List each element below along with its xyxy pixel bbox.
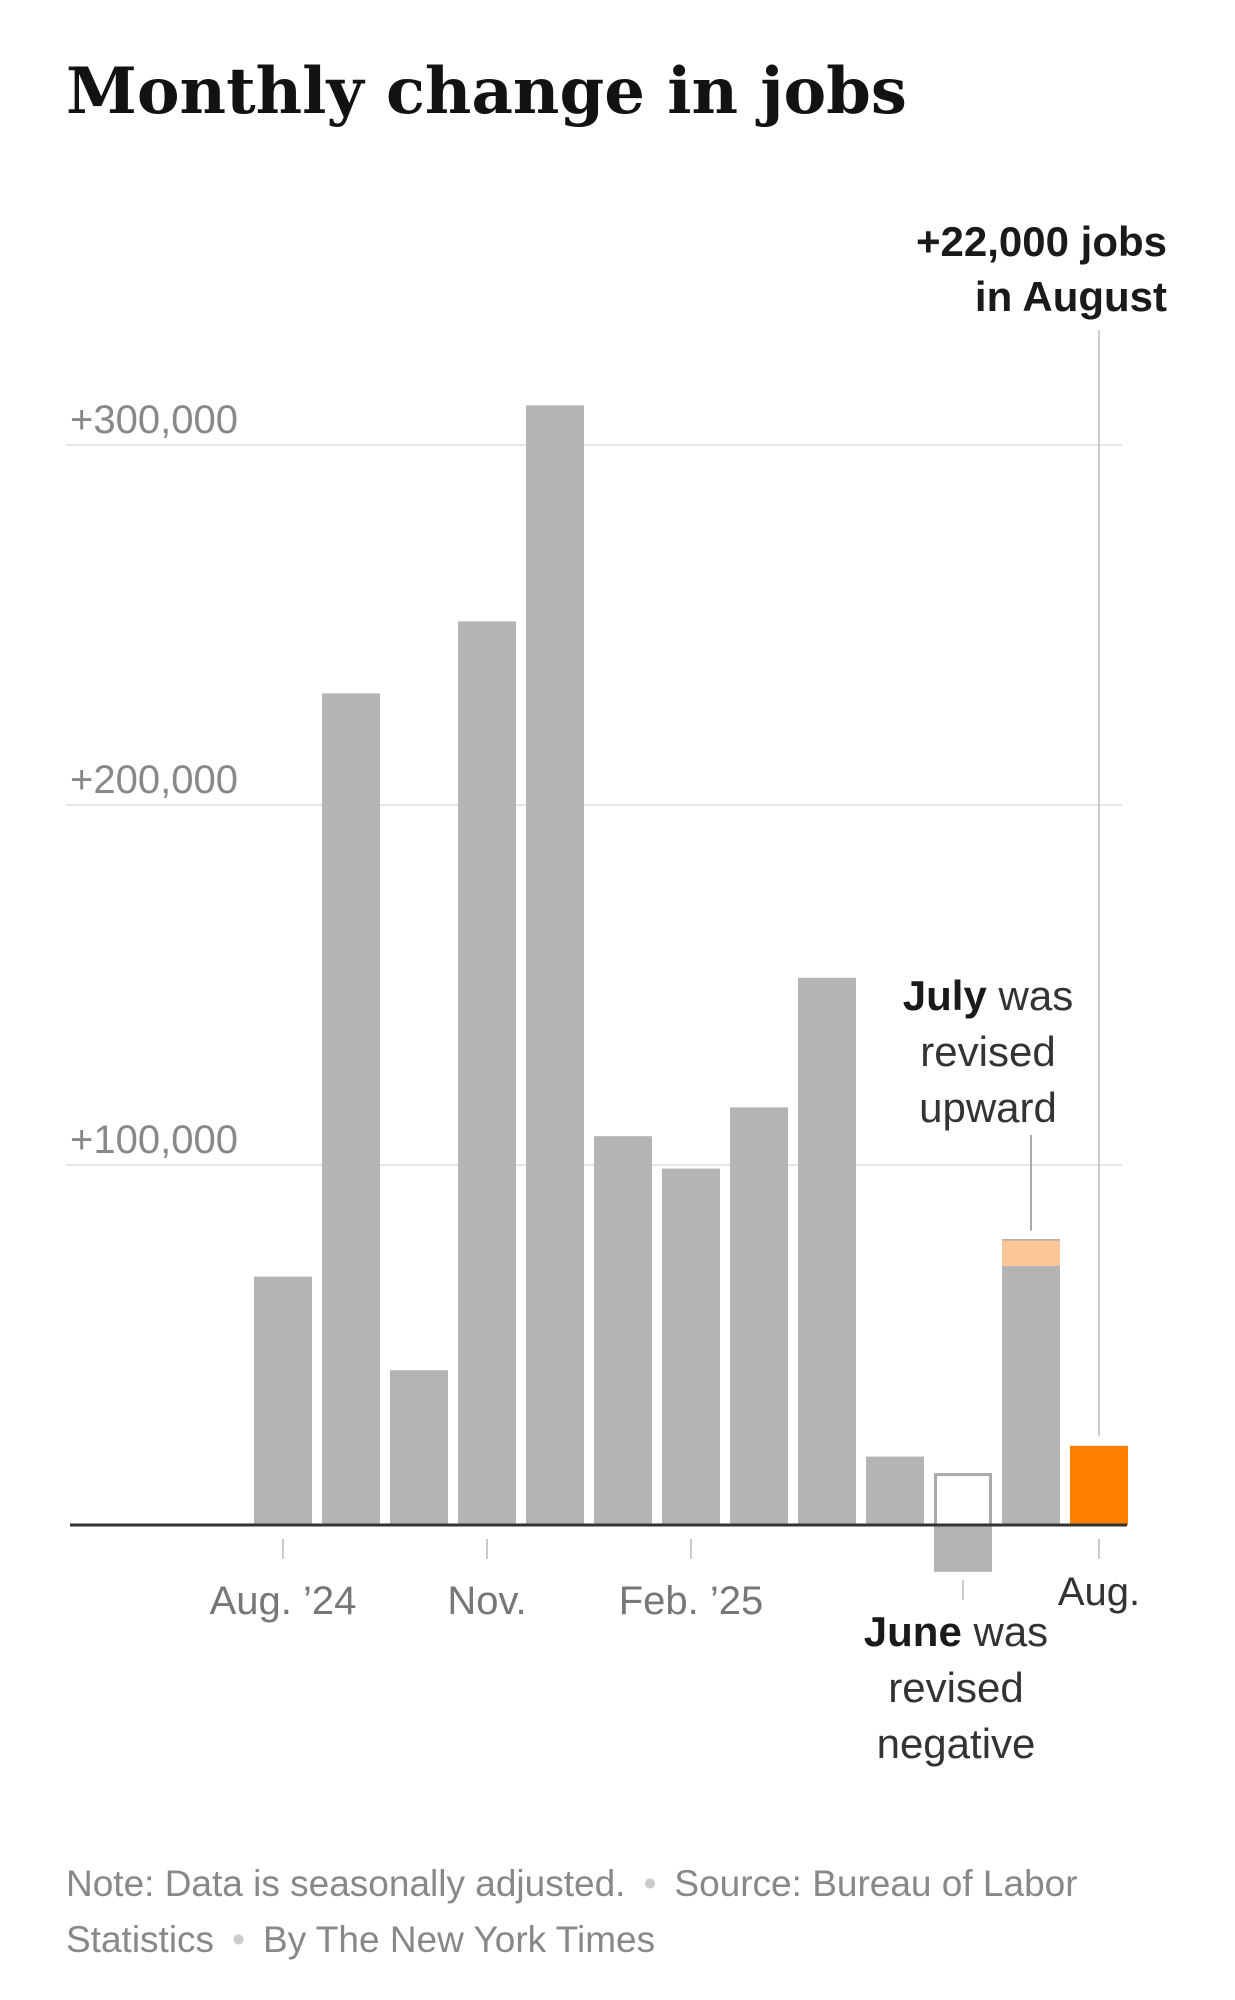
y-tick-label: +300,000 <box>70 398 238 442</box>
july-annotation-line3: upward <box>919 1084 1057 1131</box>
bar-apr-2025 <box>798 977 856 1525</box>
june-annotation-bold: June <box>864 1608 962 1655</box>
august-annotation-line1: +22,000 jobs <box>916 218 1167 265</box>
y-axis-labels: +300,000 +200,000 +100,000 <box>70 398 238 1162</box>
june-annotation-line3: negative <box>877 1720 1036 1767</box>
bar-revision-segment <box>1002 1240 1060 1266</box>
footer-byline: By The New York Times <box>263 1919 655 1960</box>
x-tick-label: Aug. ’24 <box>210 1579 357 1623</box>
july-annotation-bold: July <box>903 972 988 1019</box>
bar-jan-2025 <box>594 1136 652 1525</box>
bar-jul-2025 <box>1002 1265 1060 1525</box>
bar-oct-2024 <box>390 1370 448 1525</box>
bar-dec-2024 <box>526 405 584 1525</box>
bar-aug-2025 <box>1070 1445 1128 1525</box>
chart-title: Monthly change in jobs <box>66 54 907 129</box>
bar-prior-estimate <box>934 1473 992 1527</box>
x-tick-label: Nov. <box>447 1579 526 1623</box>
bar-mar-2025 <box>730 1107 788 1525</box>
annotation-leader-lines <box>1030 330 1100 1436</box>
x-tick-label: Feb. ’25 <box>619 1579 764 1623</box>
y-tick-label: +200,000 <box>70 758 238 802</box>
july-annotation-line2: revised <box>920 1028 1055 1075</box>
bars <box>254 405 1128 1572</box>
bar-aug-2024 <box>254 1276 312 1525</box>
bar-feb-2025 <box>662 1168 720 1525</box>
footer-source-part2: Statistics <box>66 1919 214 1960</box>
footer-source-part1: Source: Bureau of Labor <box>674 1863 1077 1904</box>
august-annotation-line2: in August <box>975 273 1167 320</box>
footer-line1: Note: Data is seasonally adjusted. • Sourc… <box>66 1863 1078 1904</box>
footer-separator-dot: • <box>643 1863 656 1904</box>
x-axis-ticks: Aug. ’24 Nov. Feb. ’25 Aug. <box>210 1539 1140 1623</box>
july-annotation-line1: July was <box>903 972 1073 1019</box>
june-annotation-line2: revised <box>888 1664 1023 1711</box>
x-tick-label: Aug. <box>1058 1570 1140 1614</box>
footer-separator-dot: • <box>232 1919 245 1960</box>
bar-sep-2024 <box>322 693 380 1525</box>
footer-line2: Statistics • By The New York Times <box>66 1919 655 1960</box>
june-annotation-rest: was <box>962 1608 1048 1655</box>
bar-may-2025 <box>866 1456 924 1525</box>
june-annotation-line1: June was <box>864 1608 1048 1655</box>
bar-jun-2025 <box>934 1525 992 1572</box>
bar-nov-2024 <box>458 621 516 1525</box>
footer-note: Note: Data is seasonally adjusted. <box>66 1863 625 1904</box>
july-annotation-rest: was <box>987 972 1073 1019</box>
y-tick-label: +100,000 <box>70 1118 238 1162</box>
